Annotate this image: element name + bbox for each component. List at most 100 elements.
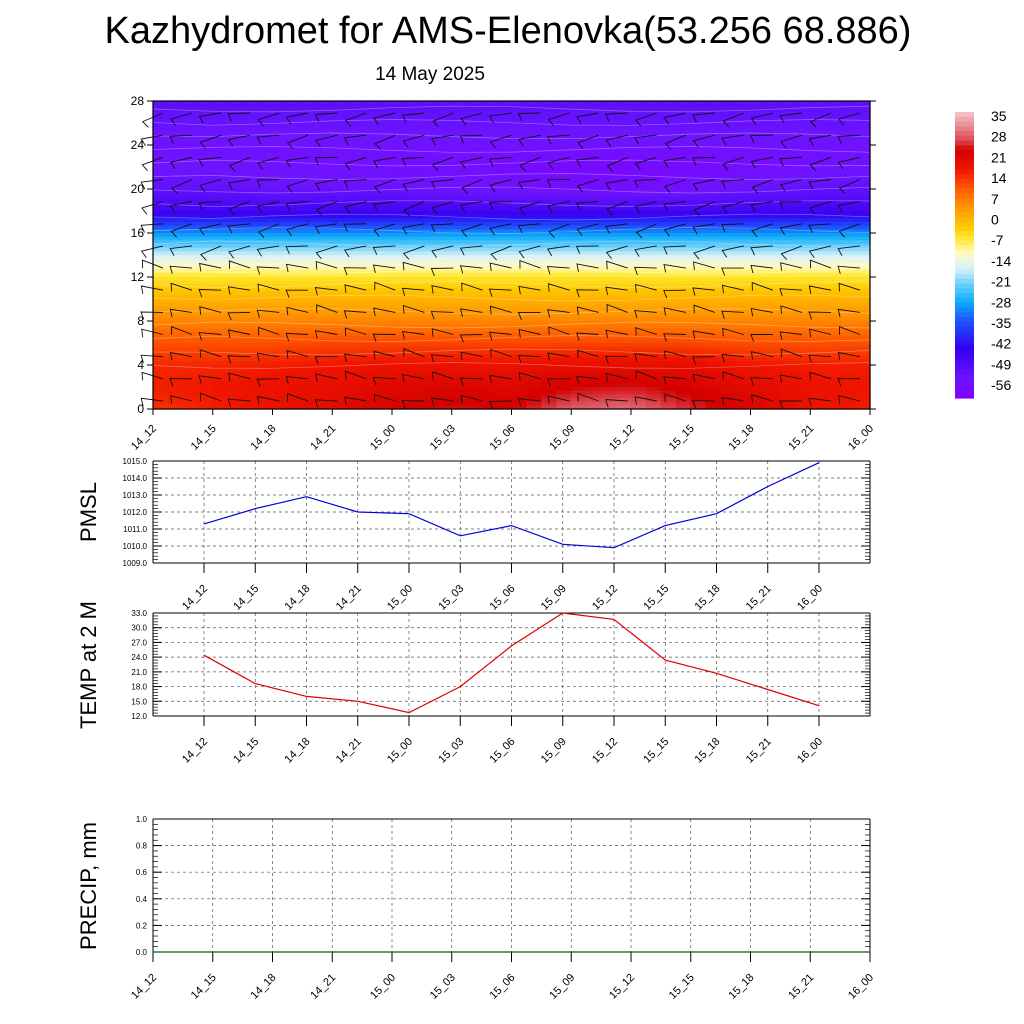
heatmap-cell xyxy=(377,214,393,219)
heatmap-cell xyxy=(645,324,662,329)
heatmap-cell xyxy=(541,295,557,300)
heatmap-cell xyxy=(631,288,647,293)
heatmap-cell xyxy=(765,236,781,241)
heatmap-cell xyxy=(645,390,662,395)
heatmap-cell xyxy=(272,401,289,406)
heatmap-cell xyxy=(631,398,647,403)
heatmap-cell xyxy=(586,335,602,340)
heatmap-cell xyxy=(690,141,707,146)
heatmap-cell xyxy=(257,112,274,117)
y-tick-label: 12.0 xyxy=(131,712,147,721)
heatmap-cell xyxy=(645,163,662,168)
heatmap-cell xyxy=(317,200,333,205)
heatmap-cell xyxy=(182,258,199,263)
heatmap-cell xyxy=(526,401,542,406)
heatmap-cell xyxy=(571,240,587,245)
heatmap-cell xyxy=(257,189,274,194)
heatmap-cell xyxy=(571,189,587,194)
heatmap-cell xyxy=(317,321,333,326)
heatmap-cell xyxy=(660,262,677,267)
wind-barb xyxy=(779,179,803,192)
heatmap-cell xyxy=(197,126,214,131)
heatmap-cell xyxy=(317,101,333,106)
heatmap-cell xyxy=(780,372,796,377)
heatmap-cell xyxy=(735,218,752,223)
heatmap-cell xyxy=(362,200,378,205)
heatmap-cell xyxy=(197,379,214,384)
heatmap-cell xyxy=(511,104,528,109)
heatmap-cell xyxy=(556,115,572,120)
heatmap-cell xyxy=(332,137,348,142)
colorbar-segment xyxy=(955,197,974,204)
heatmap-cell xyxy=(825,240,841,245)
heatmap-cell xyxy=(377,405,393,410)
heatmap-cell xyxy=(421,207,438,212)
heatmap-cell xyxy=(631,401,647,406)
heatmap-cell xyxy=(406,368,423,373)
heatmap-cell xyxy=(526,339,542,344)
heatmap-cell xyxy=(705,214,722,219)
heatmap-cell xyxy=(720,277,737,282)
heatmap-cell xyxy=(212,141,229,146)
heatmap-cell xyxy=(631,317,647,322)
heatmap-cell xyxy=(825,185,841,190)
heatmap-cell xyxy=(272,354,289,359)
wind-barb xyxy=(169,265,193,274)
heatmap-cell xyxy=(347,269,363,274)
heatmap-cell xyxy=(272,258,289,263)
heatmap-cell xyxy=(571,134,587,139)
heatmap-cell xyxy=(511,244,528,249)
heatmap-cell xyxy=(631,104,647,109)
heatmap-cell xyxy=(466,222,483,227)
heatmap-cell xyxy=(705,233,722,238)
heatmap-cell xyxy=(392,244,408,249)
heatmap-cell xyxy=(855,134,871,139)
heatmap-cell xyxy=(735,277,752,282)
wind-barb xyxy=(343,310,367,319)
heatmap-cell xyxy=(182,387,199,392)
heatmap-cell xyxy=(287,376,303,381)
heatmap-cell xyxy=(660,119,677,124)
heatmap-cell xyxy=(750,302,767,307)
heatmap-cell xyxy=(705,101,722,106)
heatmap-cell xyxy=(571,108,587,113)
heatmap-cell xyxy=(197,134,214,139)
heatmap-cell xyxy=(705,295,722,300)
colorbar-segment xyxy=(955,126,974,132)
heatmap-cell xyxy=(153,119,169,124)
wind-barb xyxy=(576,375,599,385)
heatmap-cell xyxy=(631,332,647,337)
heatmap-cell xyxy=(197,189,214,194)
heatmap-cell xyxy=(227,163,244,168)
heatmap-cell xyxy=(631,313,647,318)
heatmap-cell xyxy=(406,104,423,109)
heatmap-cell xyxy=(571,200,587,205)
heatmap-cell xyxy=(735,141,752,146)
heatmap-cell xyxy=(153,185,169,190)
heatmap-cell xyxy=(347,112,363,117)
heatmap-cell xyxy=(212,321,229,326)
heatmap-cell xyxy=(496,354,513,359)
heatmap-cell xyxy=(571,332,587,337)
heatmap-cell xyxy=(601,324,617,329)
heatmap-cell xyxy=(855,379,871,384)
heatmap-cell xyxy=(496,167,513,172)
heatmap-cell xyxy=(197,152,214,157)
heatmap-cell xyxy=(182,302,199,307)
heatmap-cell xyxy=(616,383,632,388)
heatmap-cell xyxy=(571,284,587,289)
heatmap-cell xyxy=(362,332,378,337)
wind-barb xyxy=(693,304,715,314)
heatmap-cell xyxy=(332,233,348,238)
wind-barb xyxy=(401,287,425,297)
heatmap-cell xyxy=(526,123,542,128)
heatmap-cell xyxy=(392,277,408,282)
heatmap-cell xyxy=(720,112,737,117)
wind-barb xyxy=(402,330,425,340)
wind-barb xyxy=(373,393,396,403)
heatmap-cell xyxy=(242,163,259,168)
heatmap-cell xyxy=(825,130,841,135)
heatmap-cell xyxy=(601,258,617,263)
heatmap-cell xyxy=(481,299,498,304)
heatmap-cell xyxy=(810,170,826,175)
